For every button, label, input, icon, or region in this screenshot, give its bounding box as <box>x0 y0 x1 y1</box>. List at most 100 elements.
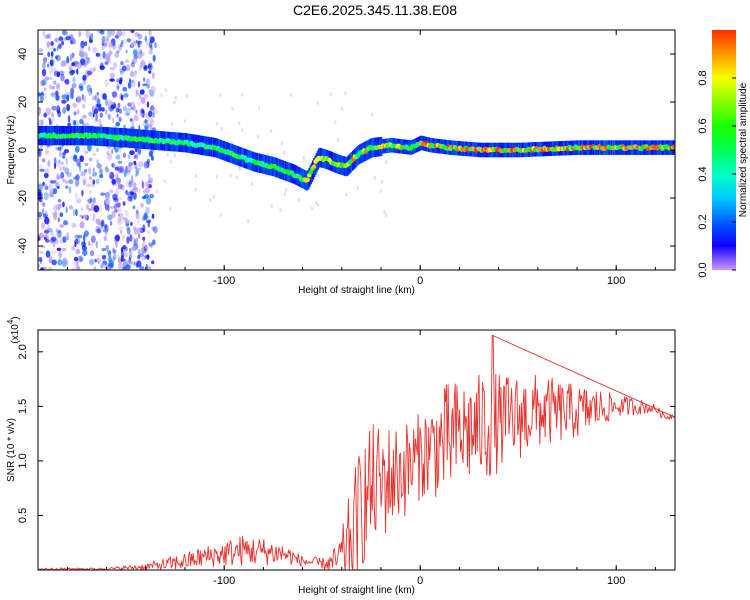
noise-speckle <box>315 200 318 205</box>
noise-speckle <box>135 212 140 220</box>
noise-speckle <box>149 243 154 249</box>
noise-speckle <box>65 232 70 240</box>
noise-speckle <box>61 40 64 46</box>
noise-speckle <box>152 106 157 112</box>
noise-speckle <box>56 175 61 180</box>
noise-speckle <box>146 83 150 89</box>
noise-speckle <box>44 148 50 155</box>
noise-speckle <box>130 179 133 185</box>
noise-speckle <box>131 191 134 197</box>
noise-speckle <box>58 251 62 259</box>
noise-speckle <box>135 237 139 245</box>
y-axis-label: SNR (10 * v/v) <box>6 418 17 482</box>
noise-speckle <box>43 183 48 188</box>
noise-speckle <box>138 187 141 195</box>
noise-speckle <box>79 214 83 218</box>
noise-speckle <box>229 173 232 178</box>
chart-title: C2E6.2025.345.11.38.E08 <box>293 2 457 18</box>
noise-speckle <box>137 81 141 88</box>
y-tick-label: 40 <box>17 48 29 60</box>
noise-speckle <box>132 49 138 56</box>
noise-speckle <box>66 171 72 178</box>
noise-speckle <box>122 244 127 250</box>
ridge-point <box>311 164 317 169</box>
noise-speckle <box>129 260 133 265</box>
noise-speckle <box>116 113 119 118</box>
noise-speckle <box>92 171 97 177</box>
noise-speckle <box>53 48 57 52</box>
noise-speckle <box>77 238 81 245</box>
noise-speckle <box>40 266 44 270</box>
noise-speckle <box>86 70 93 76</box>
noise-speckle <box>102 259 106 267</box>
noise-speckle <box>41 94 44 98</box>
noise-speckle <box>72 76 76 83</box>
noise-speckle <box>44 168 50 174</box>
noise-speckle <box>126 224 130 232</box>
noise-speckle <box>119 212 124 219</box>
noise-speckle <box>119 165 125 173</box>
noise-speckle <box>84 56 90 63</box>
noise-speckle <box>143 212 148 221</box>
noise-speckle <box>283 192 286 196</box>
noise-speckle <box>96 163 102 169</box>
noise-speckle <box>147 184 153 189</box>
noise-speckle <box>88 157 93 162</box>
noise-speckle <box>148 193 154 199</box>
noise-speckle <box>109 171 115 180</box>
noise-speckle <box>151 213 155 219</box>
y-multiplier-exponent: 4 <box>6 319 15 324</box>
noise-speckle <box>144 35 147 42</box>
noise-speckle <box>150 37 155 44</box>
noise-speckle <box>120 229 123 235</box>
noise-speckle <box>83 51 88 58</box>
noise-speckle <box>106 35 110 43</box>
noise-speckle <box>183 119 187 124</box>
noise-speckle <box>59 70 65 76</box>
noise-speckle <box>56 45 59 52</box>
noise-speckle <box>334 120 337 125</box>
noise-speckle <box>381 180 384 184</box>
noise-speckle <box>38 147 41 155</box>
noise-speckle <box>170 121 174 126</box>
noise-speckle <box>90 33 94 38</box>
noise-speckle <box>93 205 100 213</box>
noise-speckle <box>310 206 314 211</box>
noise-speckle <box>53 157 57 165</box>
noise-speckle <box>99 65 105 71</box>
noise-speckle <box>128 179 132 185</box>
noise-speckle <box>65 57 70 64</box>
noise-speckle <box>55 227 58 233</box>
noise-speckle <box>41 68 47 77</box>
noise-speckle <box>89 258 95 266</box>
noise-speckle <box>95 178 100 185</box>
noise-speckle <box>81 93 84 101</box>
y-tick-label: -40 <box>17 238 29 254</box>
noise-speckle <box>125 64 131 72</box>
noise-speckle <box>44 57 50 61</box>
noise-speckle <box>126 227 131 235</box>
noise-speckle <box>105 165 109 174</box>
noise-speckle <box>143 181 149 188</box>
noise-speckle <box>49 58 55 67</box>
noise-speckle <box>69 93 74 99</box>
noise-speckle <box>130 61 135 68</box>
noise-speckle <box>270 204 273 209</box>
noise-speckle <box>133 160 137 165</box>
noise-speckle <box>84 41 88 47</box>
noise-speckle <box>103 235 107 242</box>
noise-speckle <box>42 57 48 64</box>
noise-speckle <box>124 219 130 224</box>
noise-speckle <box>285 187 288 192</box>
noise-speckle <box>117 85 120 89</box>
noise-speckle <box>147 265 152 270</box>
noise-speckle <box>112 247 115 254</box>
noise-speckle <box>40 201 46 206</box>
y-multiplier-close: ) <box>10 316 21 319</box>
noise-speckle <box>88 243 93 247</box>
noise-speckle <box>82 145 86 153</box>
noise-speckle <box>50 180 56 184</box>
noise-speckle <box>143 161 148 169</box>
noise-speckle <box>148 40 153 49</box>
noise-speckle <box>46 41 52 47</box>
